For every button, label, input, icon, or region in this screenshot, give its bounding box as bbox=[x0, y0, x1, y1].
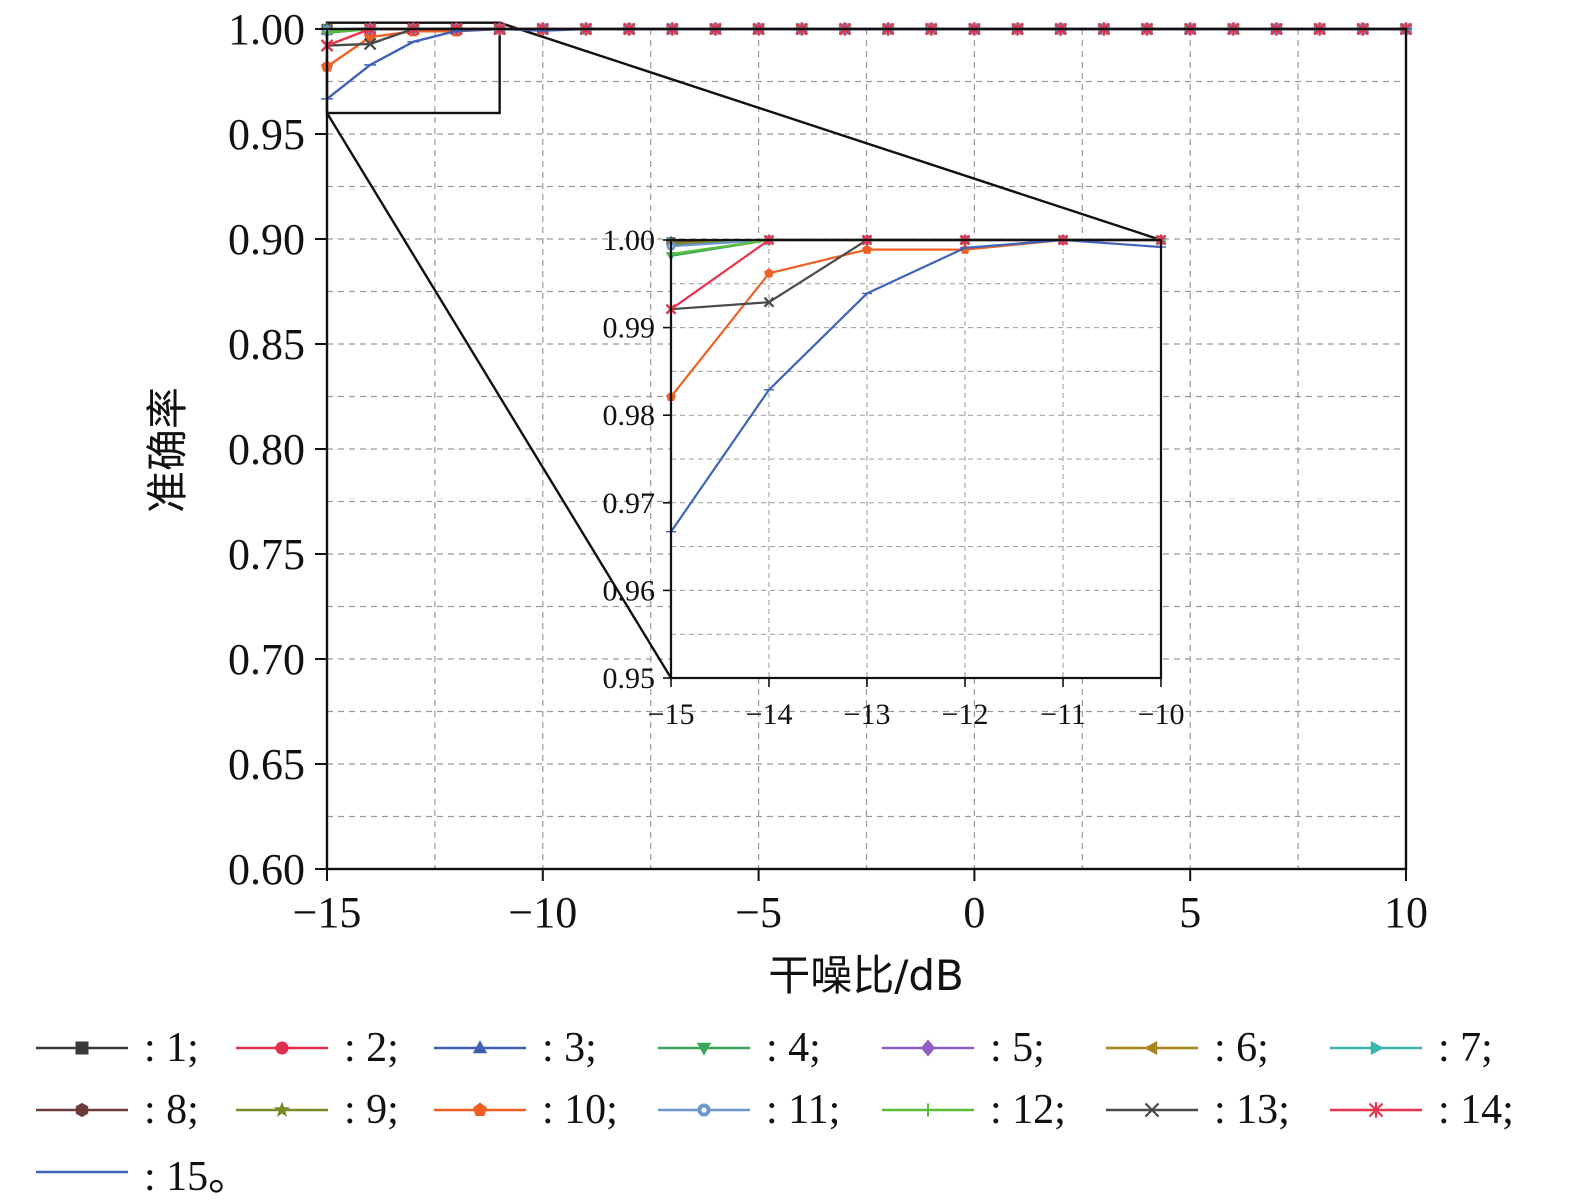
legend-swatch-1 bbox=[36, 1041, 128, 1055]
legend-item-6: : 6; bbox=[1106, 1020, 1269, 1076]
zoom-connector-bottom bbox=[325, 112, 673, 679]
inset-data-point-13 bbox=[763, 296, 775, 308]
legend-swatch-marker bbox=[697, 1103, 711, 1117]
legend-swatch-marker bbox=[275, 1041, 289, 1055]
inset-y-tick-label: 0.97 bbox=[603, 487, 656, 520]
y-axis-label: 准确率 bbox=[143, 387, 192, 513]
legend-item-5: : 5; bbox=[882, 1020, 1045, 1076]
legend-item-11: : 11; bbox=[658, 1082, 840, 1138]
legend-item-3: : 3; bbox=[434, 1020, 597, 1076]
legend-swatch-2 bbox=[236, 1041, 328, 1055]
legend-swatch-11 bbox=[658, 1103, 750, 1117]
inset-x-tick-label: −13 bbox=[844, 698, 891, 731]
inset-x-tick-label: −12 bbox=[942, 698, 989, 731]
legend-label: : 14; bbox=[1438, 1087, 1514, 1133]
legend-item-9: : 9; bbox=[236, 1082, 399, 1138]
y-tick-label: 0.95 bbox=[228, 110, 305, 159]
legend-swatch-marker bbox=[696, 1042, 712, 1056]
legend-label: : 2; bbox=[344, 1025, 399, 1071]
legend-swatch-10 bbox=[434, 1102, 526, 1117]
x-tick-label: −15 bbox=[293, 888, 362, 937]
legend-label: : 15。 bbox=[144, 1153, 251, 1200]
legend-swatch-marker bbox=[1370, 1040, 1384, 1056]
main-axes: −15 −10 −5 0 5 10 0.60 0.65 0.70 0.75 0.80 0.85 0.90… bbox=[228, 5, 1428, 937]
legend-swatch-12 bbox=[882, 1103, 974, 1117]
legend-label: : 1; bbox=[144, 1025, 199, 1071]
legend-swatch-13 bbox=[1106, 1102, 1198, 1118]
legend-swatch-3 bbox=[434, 1040, 526, 1054]
inset-data-point-10 bbox=[764, 268, 774, 278]
inset-y-tick-label: 0.98 bbox=[603, 399, 656, 432]
x-tick-label: 10 bbox=[1384, 888, 1428, 937]
inset-y-tick-label: 0.99 bbox=[603, 312, 656, 345]
legend-item-1: : 1; bbox=[36, 1020, 199, 1076]
legend-swatch-15 bbox=[36, 1170, 128, 1174]
y-tick-label: 1.00 bbox=[228, 5, 305, 54]
legend-label: : 3; bbox=[542, 1025, 597, 1071]
legend-item-13: : 13; bbox=[1106, 1082, 1290, 1138]
inset-y-tick-label: 0.95 bbox=[603, 662, 656, 695]
y-tick-label: 0.65 bbox=[228, 740, 305, 789]
x-tick-label: −5 bbox=[735, 888, 782, 937]
x-tick-label: −10 bbox=[508, 888, 577, 937]
legend-label: : 7; bbox=[1438, 1025, 1493, 1071]
legend-swatch-marker bbox=[1144, 1102, 1160, 1118]
legend-label: : 9; bbox=[344, 1087, 399, 1133]
legend-swatch-6 bbox=[1106, 1040, 1198, 1056]
legend-swatch-marker bbox=[472, 1102, 488, 1117]
y-tick-label: 0.85 bbox=[228, 320, 305, 369]
inset-y-tick-label: 1.00 bbox=[603, 224, 656, 257]
legend-label: : 5; bbox=[990, 1025, 1045, 1071]
legend-label: : 10; bbox=[542, 1087, 618, 1133]
legend-swatch-marker bbox=[921, 1103, 935, 1117]
legend-item-2: : 2; bbox=[236, 1020, 399, 1076]
y-tick-label: 0.90 bbox=[228, 215, 305, 264]
inset-x-tick-label: −15 bbox=[648, 698, 695, 731]
legend-swatch-marker bbox=[75, 1041, 89, 1055]
legend-swatch-marker bbox=[1144, 1040, 1158, 1056]
legend-label: : 6; bbox=[1214, 1025, 1269, 1071]
legend-label: : 12; bbox=[990, 1087, 1066, 1133]
y-tick-label: 0.80 bbox=[228, 425, 305, 474]
legend-swatch-marker bbox=[273, 1101, 291, 1117]
y-tick-label: 0.60 bbox=[228, 845, 305, 894]
inset-data-point-10 bbox=[862, 244, 872, 254]
x-tick-label: 0 bbox=[963, 888, 985, 937]
legend-label: : 13; bbox=[1214, 1087, 1290, 1133]
legend-label: : 4; bbox=[766, 1025, 821, 1071]
inset-y-tick-label: 0.96 bbox=[603, 574, 656, 607]
legend-swatch-14 bbox=[1330, 1102, 1422, 1118]
zoom-connector-top bbox=[499, 21, 1162, 242]
legend-item-4: : 4; bbox=[658, 1020, 821, 1076]
legend-item-15: : 15。 bbox=[36, 1144, 250, 1200]
legend-swatch-marker bbox=[75, 1102, 89, 1118]
inset-frame bbox=[669, 238, 1163, 680]
inset-x-tick-label: −10 bbox=[1138, 698, 1185, 731]
legend-swatch-marker bbox=[920, 1039, 936, 1057]
legend-swatch-8 bbox=[36, 1102, 128, 1118]
x-tick-label: 5 bbox=[1179, 888, 1201, 937]
legend-label: : 11; bbox=[766, 1087, 841, 1133]
y-tick-label: 0.75 bbox=[228, 530, 305, 579]
legend-swatch-marker bbox=[1368, 1102, 1384, 1118]
legend-swatch-5 bbox=[882, 1039, 974, 1057]
y-tick-label: 0.70 bbox=[228, 635, 305, 684]
legend-swatch-4 bbox=[658, 1042, 750, 1056]
inset-series-line-15 bbox=[670, 238, 1162, 533]
legend-item-8: : 8; bbox=[36, 1082, 199, 1138]
legend-label: : 8; bbox=[144, 1087, 199, 1133]
legend-item-12: : 12; bbox=[882, 1082, 1066, 1138]
legend-swatch-9 bbox=[236, 1101, 328, 1117]
inset-x-tick-label: −11 bbox=[1040, 698, 1086, 731]
inset-x-tick-label: −14 bbox=[746, 698, 793, 731]
legend-item-7: : 7; bbox=[1330, 1020, 1493, 1076]
legend-item-14: : 14; bbox=[1330, 1082, 1514, 1138]
legend-swatch-7 bbox=[1330, 1040, 1422, 1056]
inset-chart: −15 −14 −13 −12 −11 −10 0.95 0.96 0.97 0.98 0.99 1.… bbox=[603, 224, 1185, 731]
legend-item-10: : 10; bbox=[434, 1082, 618, 1138]
data-point-13 bbox=[363, 37, 377, 51]
legend-swatch-marker bbox=[472, 1040, 488, 1054]
x-axis-label: 干噪比/dB bbox=[768, 951, 964, 1000]
